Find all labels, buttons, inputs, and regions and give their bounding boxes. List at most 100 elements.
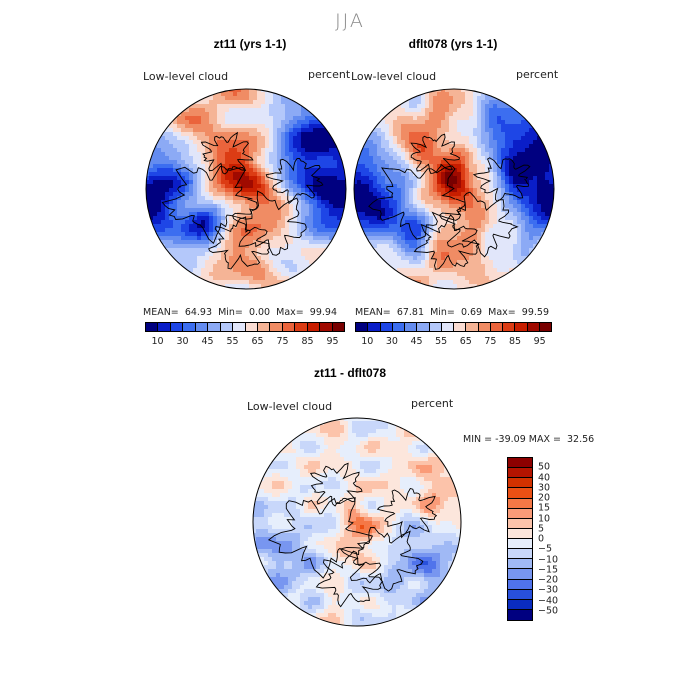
heatmap-cell — [541, 224, 546, 229]
heatmap-cell — [485, 220, 490, 225]
heatmap-cell — [493, 180, 498, 185]
heatmap-cell — [473, 280, 478, 285]
heatmap-cell — [328, 477, 333, 482]
heatmap-cell — [229, 200, 234, 205]
heatmap-cell — [213, 264, 218, 269]
heatmap-cell — [541, 204, 546, 209]
heatmap-cell — [336, 461, 341, 466]
heatmap-cell — [316, 473, 321, 478]
heatmap-cell — [433, 188, 438, 193]
heatmap-cell — [225, 184, 230, 189]
heatmap-cell — [277, 220, 282, 225]
heatmap-cell — [209, 100, 214, 105]
heatmap-cell — [513, 216, 518, 221]
heatmap-cell — [209, 272, 214, 277]
heatmap-cell — [332, 433, 337, 438]
heatmap-cell — [433, 268, 438, 273]
heatmap-cell — [469, 156, 474, 161]
heatmap-cell — [277, 232, 282, 237]
heatmap-cell — [213, 152, 218, 157]
heatmap-cell — [185, 212, 190, 217]
heatmap-cell — [453, 220, 458, 225]
heatmap-cell — [289, 196, 294, 201]
heatmap-cell — [493, 124, 498, 129]
heatmap-cell — [276, 477, 281, 482]
heatmap-cell — [485, 124, 490, 129]
heatmap-cell — [229, 272, 234, 277]
heatmap-cell — [380, 453, 385, 458]
heatmap-cell — [425, 192, 430, 197]
heatmap-cell — [249, 212, 254, 217]
heatmap-cell — [305, 156, 310, 161]
heatmap-cell — [541, 212, 546, 217]
heatmap-cell — [429, 188, 434, 193]
heatmap-cell — [437, 212, 442, 217]
heatmap-cell — [217, 92, 222, 97]
heatmap-cell — [297, 224, 302, 229]
heatmap-cell — [489, 264, 494, 269]
heatmap-cell — [373, 168, 378, 173]
heatmap-cell — [169, 144, 174, 149]
heatmap-cell — [405, 124, 410, 129]
heatmap-cell — [309, 236, 314, 241]
heatmap-cell — [249, 140, 254, 145]
heatmap-cell — [505, 232, 510, 237]
heatmap-cell — [161, 228, 166, 233]
heatmap-cell — [408, 457, 413, 462]
heatmap-cell — [489, 160, 494, 165]
heatmap-cell — [241, 284, 246, 289]
heatmap-cell — [437, 96, 442, 101]
heatmap-cell — [308, 465, 313, 470]
heatmap-cell — [329, 140, 334, 145]
heatmap-cell — [325, 220, 330, 225]
heatmap-cell — [348, 469, 353, 474]
heatmap-cell — [285, 256, 290, 261]
heatmap-cell — [497, 220, 502, 225]
heatmap-cell — [369, 136, 374, 141]
heatmap-cell — [465, 244, 470, 249]
heatmap-cell — [157, 204, 162, 209]
heatmap-cell — [469, 220, 474, 225]
heatmap-cell — [321, 204, 326, 209]
panel2-mean-label: MEAN= — [355, 307, 391, 318]
heatmap-cell — [409, 148, 414, 153]
heatmap-cell — [181, 144, 186, 149]
heatmap-cell — [193, 180, 198, 185]
heatmap-cell — [337, 164, 342, 169]
heatmap-cell — [309, 212, 314, 217]
heatmap-cell — [364, 453, 369, 458]
heatmap-cell — [265, 200, 270, 205]
heatmap-cell — [301, 188, 306, 193]
heatmap-cell — [397, 176, 402, 181]
heatmap-cell — [473, 272, 478, 277]
heatmap-cell — [201, 196, 206, 201]
heatmap-cell — [469, 248, 474, 253]
heatmap-cell — [397, 180, 402, 185]
heatmap-cell — [401, 140, 406, 145]
colorbar-tick-label: 75 — [484, 336, 497, 347]
heatmap-cell — [332, 461, 337, 466]
heatmap-cell — [336, 449, 341, 454]
heatmap-cell — [428, 469, 433, 474]
heatmap-cell — [309, 148, 314, 153]
heatmap-cell — [449, 136, 454, 141]
heatmap-cell — [428, 461, 433, 466]
heatmap-cell — [217, 188, 222, 193]
heatmap-cell — [364, 421, 369, 426]
heatmap-cell — [340, 441, 345, 446]
heatmap-cell — [205, 260, 210, 265]
heatmap-cell — [312, 433, 317, 438]
heatmap-cell — [269, 196, 274, 201]
heatmap-cell — [177, 128, 182, 133]
heatmap-cell — [316, 453, 321, 458]
heatmap-cell — [245, 148, 250, 153]
heatmap-cell — [409, 104, 414, 109]
heatmap-cell — [225, 160, 230, 165]
heatmap-cell — [284, 465, 289, 470]
heatmap-cell — [441, 128, 446, 133]
heatmap-cell — [265, 96, 270, 101]
heatmap-cell — [312, 429, 317, 434]
heatmap-cell — [525, 236, 530, 241]
heatmap-cell — [517, 168, 522, 173]
heatmap-cell — [420, 449, 425, 454]
